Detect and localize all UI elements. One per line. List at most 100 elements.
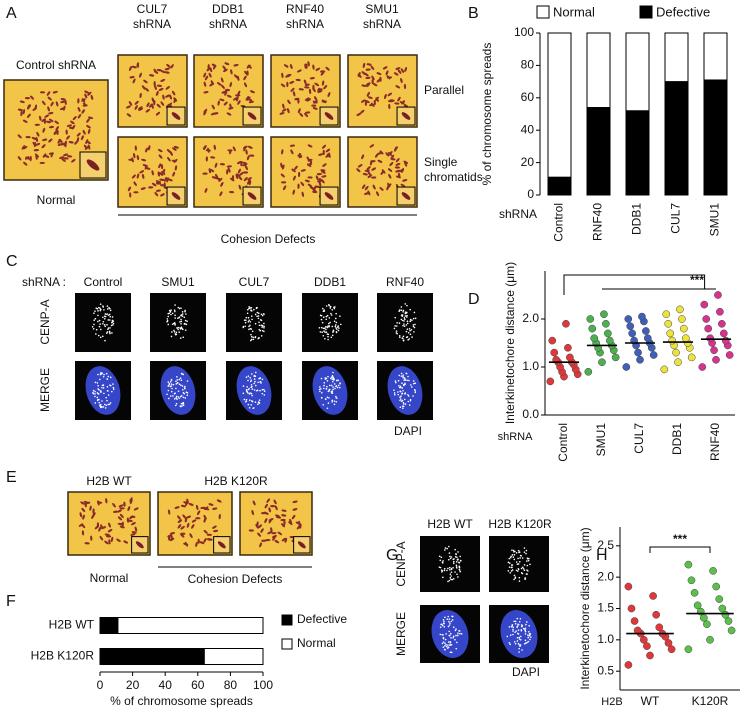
data-point	[674, 358, 682, 367]
centromere-dot	[94, 381, 97, 384]
centromere-dot	[169, 395, 172, 397]
chromosome	[304, 97, 310, 101]
centromere-dot	[527, 640, 530, 643]
chromosome	[229, 190, 235, 194]
centromere-dot	[94, 390, 96, 393]
centromere-dot	[173, 398, 176, 400]
chromosome	[399, 101, 405, 105]
chromosome	[317, 88, 323, 91]
chromosome	[400, 68, 405, 73]
centromere-dot	[332, 331, 334, 333]
chromosome	[182, 514, 187, 519]
chromosome	[370, 65, 375, 70]
chromosome	[376, 78, 381, 83]
chromosome	[121, 521, 124, 527]
chromosome	[243, 177, 248, 182]
chromosome	[315, 175, 319, 181]
centromere-dot	[332, 386, 334, 388]
data-point	[693, 601, 702, 610]
data-point	[704, 324, 713, 333]
centromere-dot	[444, 547, 447, 549]
chromosome	[160, 164, 164, 170]
chromosome	[42, 138, 48, 142]
centromere-dot	[524, 629, 527, 632]
chromosome	[144, 164, 148, 170]
centromere-dot	[515, 561, 518, 563]
chromosome	[356, 112, 362, 117]
chromosome	[228, 106, 234, 110]
chromosome	[131, 174, 136, 179]
data-point	[586, 315, 595, 323]
centromere-dot	[412, 325, 415, 328]
data-point	[604, 329, 612, 338]
chromosome	[19, 100, 25, 104]
centromere-dot	[442, 634, 444, 636]
legend-label: Normal	[553, 4, 595, 19]
chromosome	[226, 169, 229, 175]
centromere-dot	[521, 566, 524, 569]
significance-bracket	[563, 274, 716, 295]
centromere-dot	[328, 389, 330, 391]
centromere-dot	[182, 388, 184, 391]
centromere-dot	[179, 327, 182, 329]
chromosome	[245, 96, 250, 101]
centromere-dot	[185, 313, 187, 315]
centromere-dot	[453, 558, 455, 560]
chromosome	[218, 514, 221, 520]
chromosome	[224, 62, 230, 66]
centromere-dot	[400, 372, 403, 375]
centromere-dot	[454, 548, 456, 551]
centromere-dot	[256, 315, 258, 318]
legend-label: Defective	[656, 4, 710, 19]
centromere-dot	[450, 637, 452, 639]
centromere-dot	[172, 383, 175, 386]
chromosome	[153, 99, 156, 106]
centromere-dot	[257, 337, 260, 340]
centromere-dot	[250, 338, 253, 341]
centromere-dot	[442, 560, 444, 562]
centromere-dot	[103, 309, 105, 311]
centromere-dot	[509, 634, 512, 636]
chromosome	[117, 522, 123, 526]
chromosome	[226, 94, 232, 98]
centromere-dot	[179, 337, 182, 339]
chromosome	[305, 111, 311, 114]
centromere-dot	[330, 336, 333, 339]
chromosome	[281, 149, 284, 155]
centromere-dot	[514, 577, 517, 579]
centromere-dot	[168, 397, 170, 400]
centromere-dot	[333, 320, 336, 323]
centromere-dot	[174, 304, 176, 306]
chromosome	[205, 156, 208, 162]
centromere-dot	[412, 382, 415, 385]
centromere-dot	[402, 407, 404, 410]
centromere-dot	[248, 325, 250, 328]
chromosome	[248, 529, 254, 532]
chromosome	[92, 512, 96, 517]
data-point	[684, 560, 693, 569]
centromere-dot	[405, 372, 408, 375]
centromere-dot	[179, 395, 182, 398]
data-point	[590, 334, 599, 343]
centromere-dot	[182, 404, 185, 407]
centromere-dot	[253, 308, 255, 311]
centromere-dot	[243, 398, 246, 401]
centromere-dot	[324, 337, 326, 340]
chromosome	[191, 519, 197, 523]
data-point	[712, 355, 720, 364]
centromere-dot	[97, 314, 99, 317]
chromosome	[252, 500, 256, 506]
chromosome	[271, 532, 277, 535]
chromosome	[173, 97, 178, 102]
chromosome	[129, 66, 132, 71]
centromere-dot	[184, 319, 187, 322]
chromosome	[280, 173, 285, 178]
column-label: H2B K120R	[488, 517, 552, 531]
centromere-dot	[326, 380, 329, 382]
chromosome	[213, 529, 219, 533]
chromosome	[180, 532, 186, 535]
centromere-dot	[319, 388, 322, 390]
centromere-dot	[441, 570, 444, 572]
centromere-dot	[104, 339, 106, 342]
data-point	[684, 645, 693, 654]
